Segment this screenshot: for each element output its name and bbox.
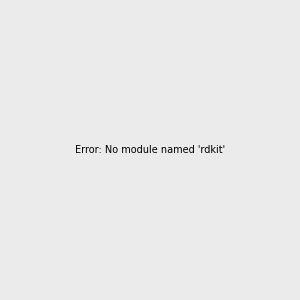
Text: Error: No module named 'rdkit': Error: No module named 'rdkit': [75, 145, 225, 155]
